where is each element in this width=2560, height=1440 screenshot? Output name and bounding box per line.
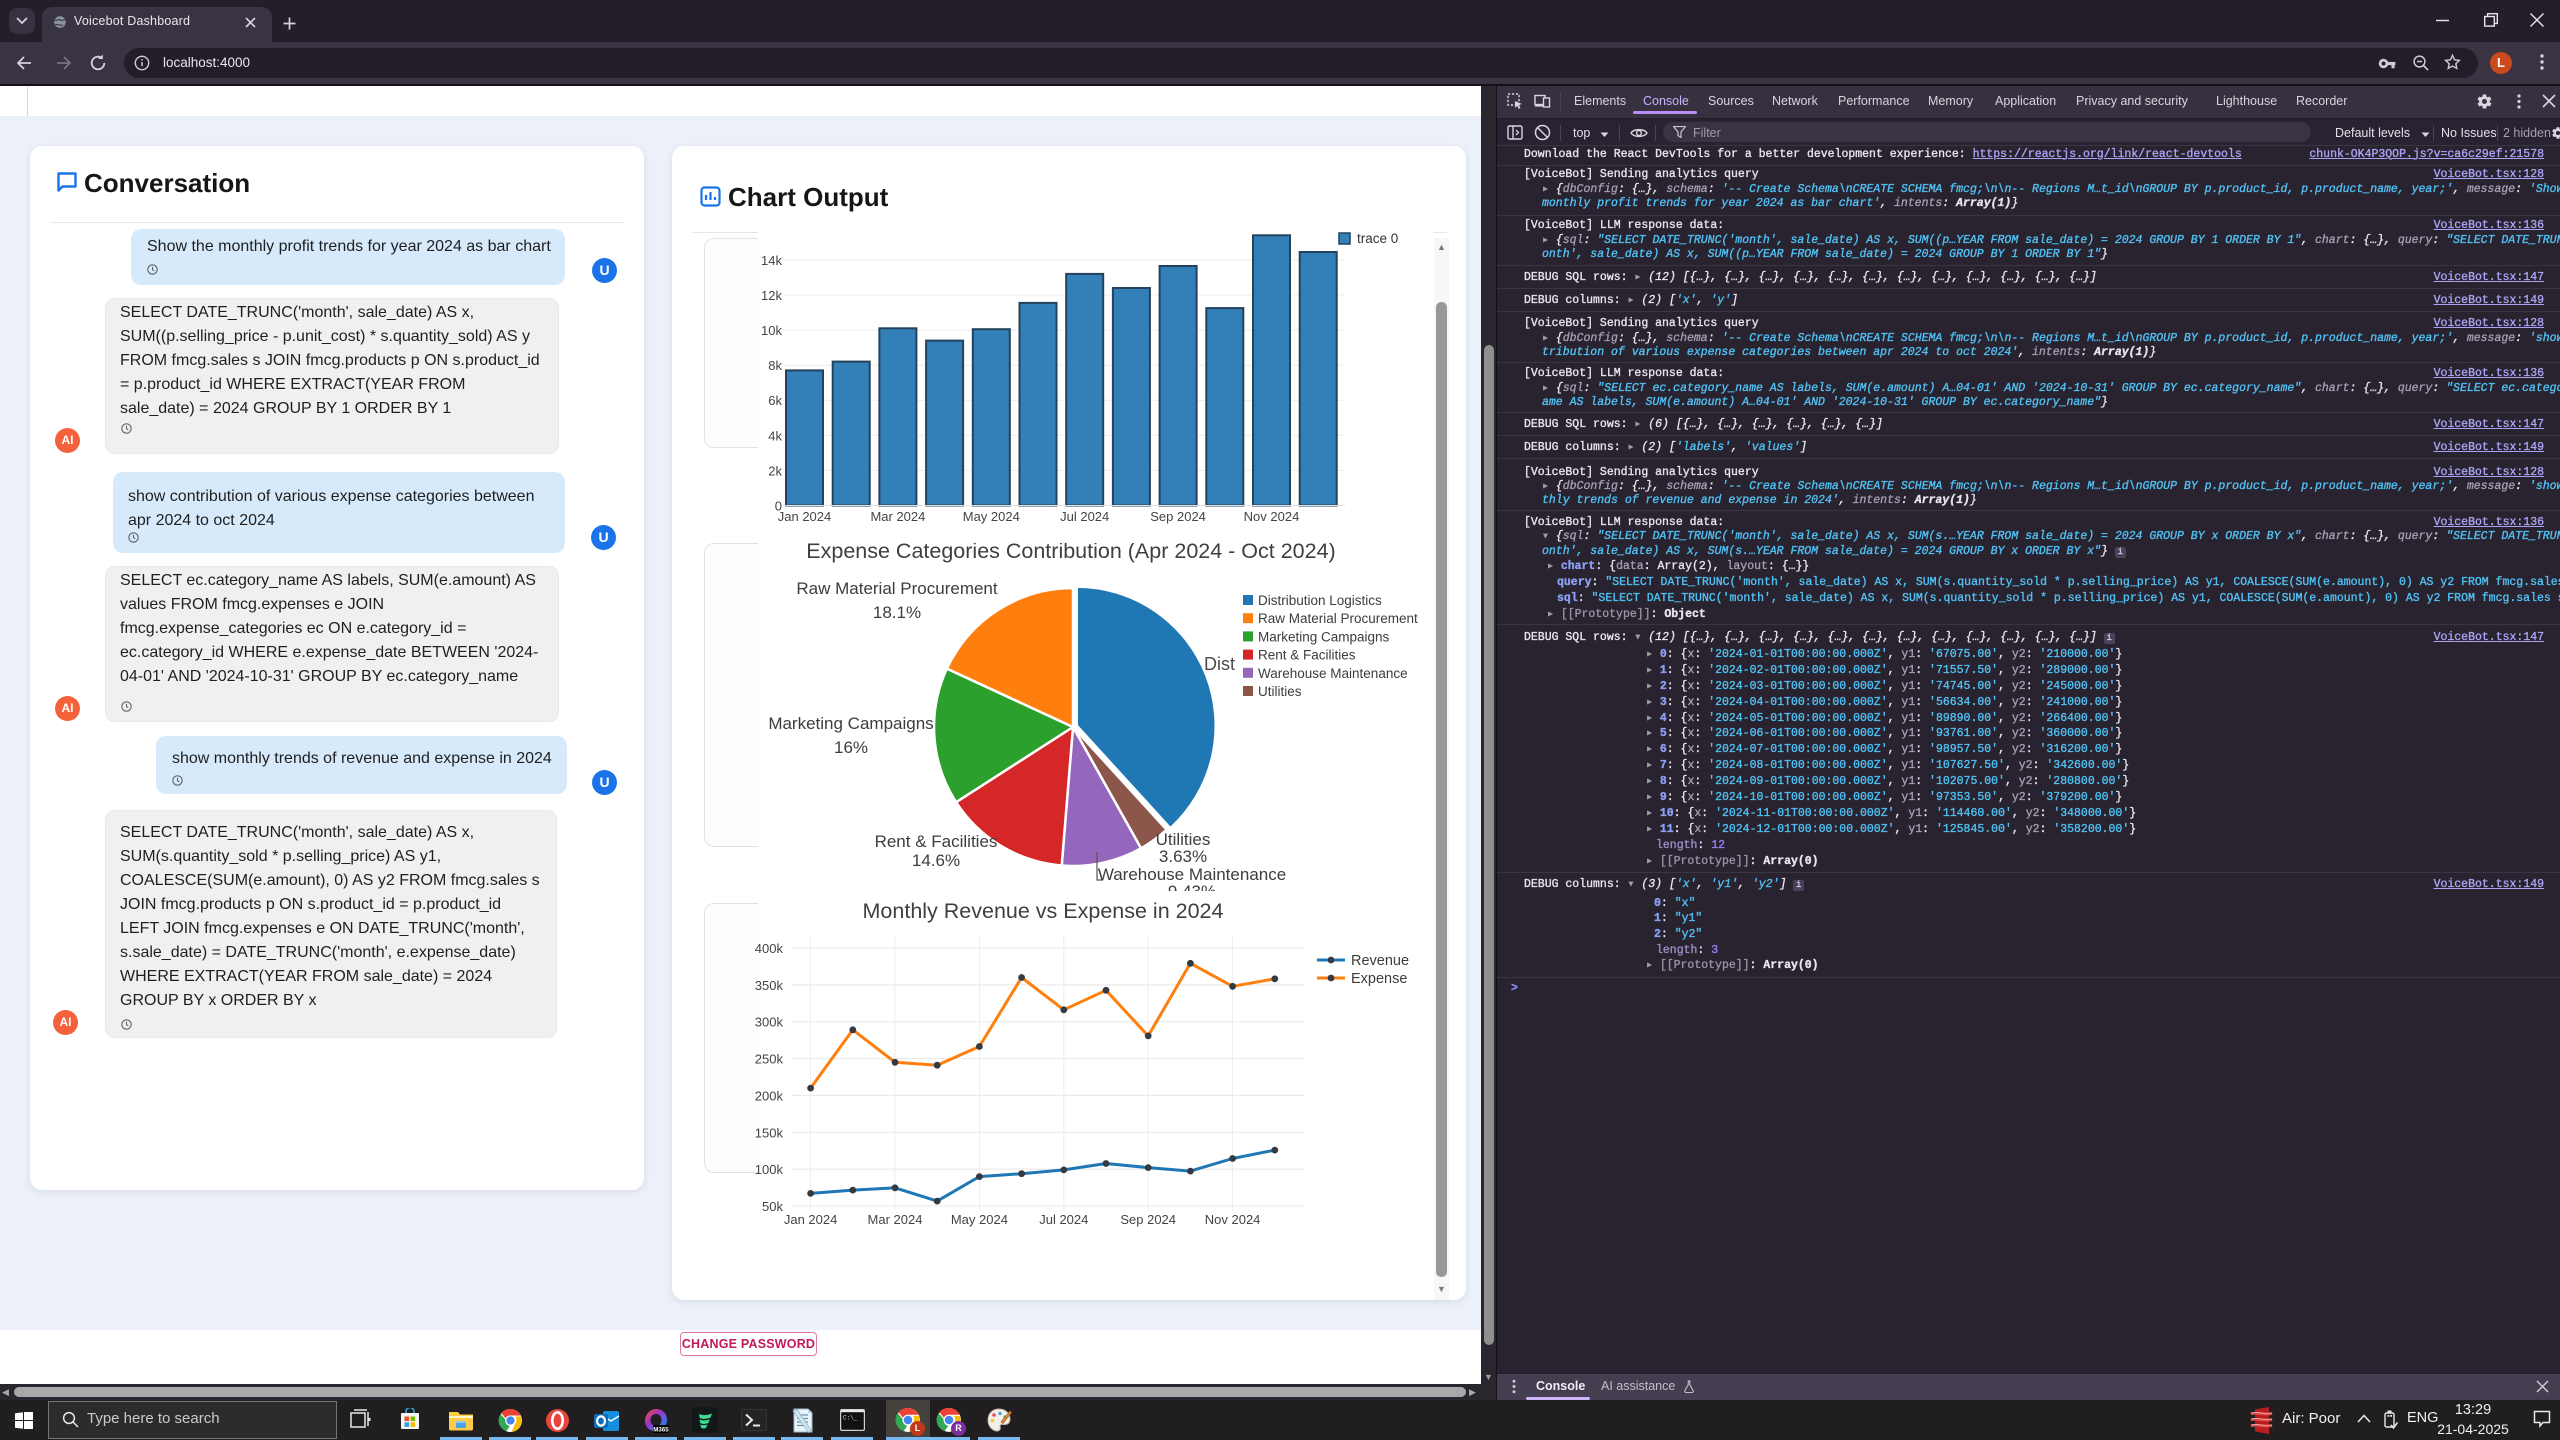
svg-text:Raw Material Procurement: Raw Material Procurement [796,579,998,598]
svg-text:Utilities: Utilities [1156,830,1211,849]
svg-text:Warehouse Maintenance: Warehouse Maintenance [1098,865,1286,884]
svg-text:Sep 2024: Sep 2024 [1120,1212,1176,1227]
svg-text:0: 0 [775,499,782,514]
svg-text:C:\_: C:\_ [843,1415,858,1422]
svg-text:Utilities: Utilities [1258,684,1302,699]
svg-text:Warehouse Maintenance: Warehouse Maintenance [1258,666,1408,681]
svg-text:Rent & Facilities: Rent & Facilities [1258,648,1356,663]
svg-text:Raw Material Procurement: Raw Material Procurement [1258,611,1418,626]
svg-text:Jan 2024: Jan 2024 [778,509,832,524]
svg-text:400k: 400k [755,941,784,956]
svg-text:Mar 2024: Mar 2024 [868,1212,923,1227]
svg-text:Jul 2024: Jul 2024 [1060,509,1109,524]
svg-text:350k: 350k [755,978,784,993]
svg-text:May 2024: May 2024 [951,1212,1008,1227]
svg-text:2k: 2k [768,463,782,478]
svg-text:Expense Categories Contributio: Expense Categories Contribution (Apr 202… [806,543,1335,563]
svg-text:Jul 2024: Jul 2024 [1039,1212,1088,1227]
svg-text:50k: 50k [762,1199,783,1214]
svg-text:8k: 8k [768,358,782,373]
svg-text:Marketing Campaigns: Marketing Campaigns [1258,629,1390,644]
svg-text:Monthly Revenue vs Expense in: Monthly Revenue vs Expense in 2024 [863,899,1224,923]
svg-text:250k: 250k [755,1052,784,1067]
svg-text:100k: 100k [755,1162,784,1177]
svg-text:Marketing Campaigns: Marketing Campaigns [768,714,933,733]
svg-text:Nov 2024: Nov 2024 [1244,509,1300,524]
svg-text:Distribution Logistics: Distribution Logistics [1258,593,1382,608]
svg-text:14.6%: 14.6% [912,851,960,870]
svg-text:4k: 4k [768,428,782,443]
svg-text:M365: M365 [653,1426,669,1433]
svg-text:Expense: Expense [1351,971,1407,987]
svg-text:200k: 200k [755,1088,784,1103]
svg-text:150k: 150k [755,1125,784,1140]
svg-text:Dist: Dist [1204,654,1235,674]
svg-text:3.63%: 3.63% [1159,847,1207,866]
svg-text:Revenue: Revenue [1351,953,1409,969]
svg-text:May 2024: May 2024 [963,509,1020,524]
svg-text:18.1%: 18.1% [873,603,921,622]
svg-text:Jan 2024: Jan 2024 [784,1212,838,1227]
svg-text:Nov 2024: Nov 2024 [1205,1212,1261,1227]
svg-text:Sep 2024: Sep 2024 [1150,509,1206,524]
svg-text:Mar 2024: Mar 2024 [870,509,925,524]
svg-text:Rent & Facilities: Rent & Facilities [875,832,998,851]
svg-text:trace 0: trace 0 [1357,231,1398,246]
svg-text:9.43%: 9.43% [1168,882,1216,891]
svg-text:12k: 12k [761,288,782,303]
svg-text:16%: 16% [834,738,868,757]
svg-text:300k: 300k [755,1015,784,1030]
svg-text:10k: 10k [761,323,782,338]
svg-text:14k: 14k [761,253,782,268]
svg-text:6k: 6k [768,393,782,408]
